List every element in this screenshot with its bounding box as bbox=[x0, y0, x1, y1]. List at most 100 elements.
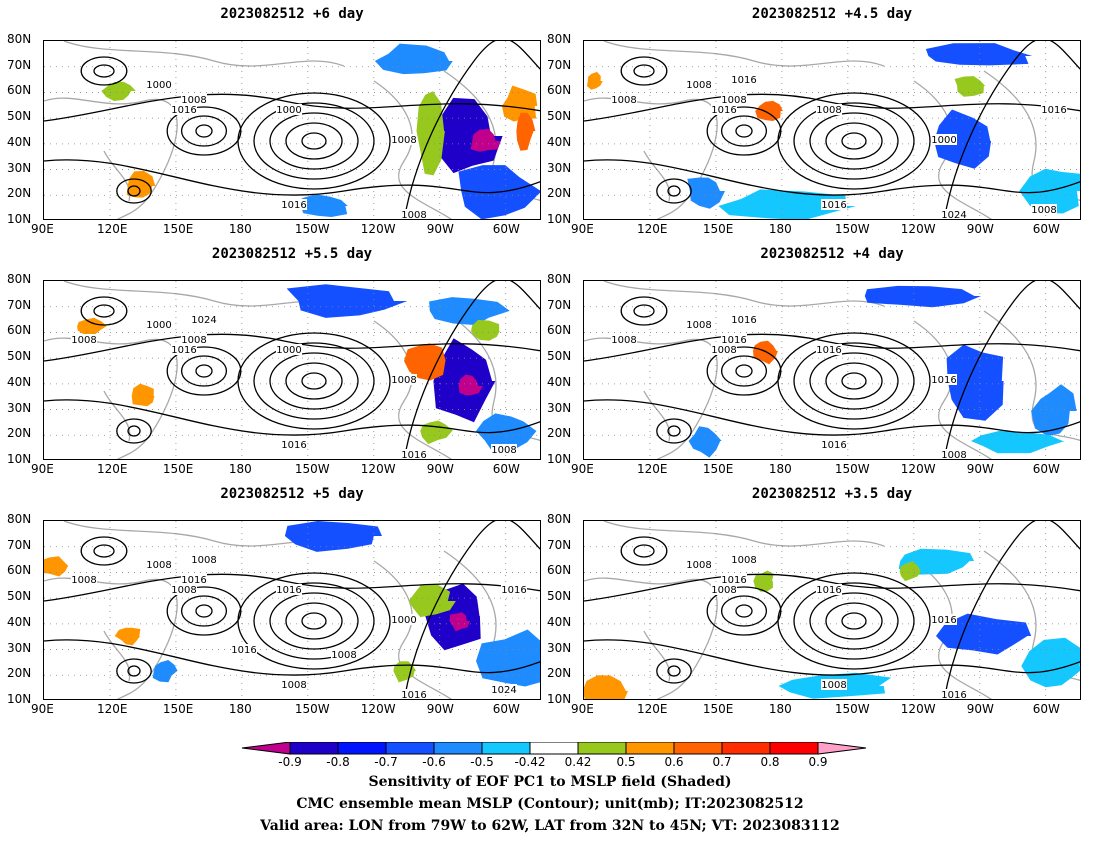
contour-label: 1008 bbox=[181, 335, 206, 346]
lat-tick-label: 40N bbox=[547, 374, 572, 389]
contour-label: 1008 bbox=[611, 335, 636, 346]
lat-tick-label: 60N bbox=[7, 83, 32, 98]
panel-title: 2023082512 +6 day bbox=[220, 6, 364, 22]
contour-label: 1008 bbox=[816, 105, 841, 116]
contour-label: 1008 bbox=[611, 95, 636, 106]
contour-label: 1008 bbox=[941, 450, 966, 460]
contour-label: 1016 bbox=[281, 440, 306, 451]
contour-label: 1008 bbox=[191, 555, 216, 566]
lon-tick-label: 150E bbox=[702, 702, 734, 716]
map-frame: 1000 1008 1016 1000 1008 1016 1008 bbox=[43, 40, 541, 220]
colorbar-tick-label: 0.8 bbox=[760, 755, 780, 769]
map-frame: 1008 1016 1008 1016 1000 1008 1016 1008 1008 1024… bbox=[43, 520, 541, 700]
lon-tick-label: 90E bbox=[31, 462, 54, 476]
colorbar-tick-label: -0.42 bbox=[514, 755, 546, 769]
lon-tick-label: 150E bbox=[162, 222, 194, 236]
contour-label: 1024 bbox=[941, 210, 966, 220]
contour-label: 1016 bbox=[711, 105, 736, 116]
contour-label: 1016 bbox=[501, 585, 526, 596]
colorbar-segment bbox=[721, 742, 771, 755]
contour-label: 1024 bbox=[191, 315, 216, 326]
lat-tick-label: 60N bbox=[547, 323, 572, 338]
contour-label: 1016 bbox=[181, 575, 206, 586]
colorbar-segment bbox=[433, 742, 483, 755]
colorbar bbox=[241, 742, 867, 755]
lat-tick-label: 70N bbox=[547, 57, 572, 72]
contour-label: 1008 bbox=[171, 585, 196, 596]
lon-tick-label: 120W bbox=[360, 462, 396, 476]
lon-tick-label: 120E bbox=[96, 702, 128, 716]
lat-tick-label: 30N bbox=[547, 400, 572, 415]
colorbar-segment bbox=[625, 742, 675, 755]
colorbar-tick-label: 0.9 bbox=[808, 755, 828, 769]
lat-tick-label: 30N bbox=[7, 640, 32, 655]
colorbar-segment bbox=[481, 742, 531, 755]
colorbar-segment bbox=[577, 742, 627, 755]
contour-label: 1008 bbox=[731, 555, 756, 566]
lon-tick-label: 60W bbox=[492, 222, 520, 236]
lat-tick-label: 80N bbox=[547, 32, 572, 46]
lat-tick-label: 40N bbox=[547, 134, 572, 149]
lat-tick-label: 20N bbox=[547, 666, 572, 681]
lon-tick-label: 150W bbox=[294, 462, 330, 476]
lon-tick-label: 90E bbox=[31, 702, 54, 716]
lat-tick-label: 30N bbox=[7, 400, 32, 415]
lon-tick-label: 120W bbox=[360, 702, 396, 716]
lat-tick-label: 50N bbox=[547, 349, 572, 364]
lat-tick-label: 60N bbox=[7, 323, 32, 338]
contour-label: 1008 bbox=[331, 650, 356, 661]
contour-label: 1000 bbox=[146, 80, 171, 91]
lat-tick-label: 30N bbox=[547, 160, 572, 175]
lat-tick-label: 10N bbox=[547, 452, 572, 466]
lon-tick-label: 180 bbox=[228, 222, 252, 236]
lat-tick-label: 40N bbox=[547, 614, 572, 629]
lon-tick-label: 180 bbox=[768, 702, 792, 716]
contour-label: 1016 bbox=[401, 690, 426, 700]
lat-tick-label: 70N bbox=[7, 537, 32, 552]
lon-tick-label: 60W bbox=[1032, 462, 1060, 476]
lon-tick-label: 90E bbox=[571, 702, 594, 716]
panel-title: 2023082512 +5 day bbox=[220, 486, 364, 502]
lon-tick-label: 90W bbox=[426, 222, 454, 236]
colorbar-segment bbox=[289, 742, 339, 755]
lon-tick-label: 120E bbox=[636, 222, 668, 236]
lon-tick-label: 90W bbox=[426, 462, 454, 476]
colorbar-segment bbox=[241, 742, 291, 755]
colorbar-tick-label: -0.6 bbox=[422, 755, 446, 769]
lon-tick-label: 180 bbox=[768, 462, 792, 476]
colorbar-tick-label: -0.5 bbox=[470, 755, 494, 769]
lon-tick-label: 150W bbox=[834, 222, 870, 236]
lat-tick-label: 10N bbox=[7, 212, 32, 226]
lon-tick-label: 150W bbox=[834, 462, 870, 476]
lon-tick-label: 150W bbox=[294, 702, 330, 716]
lon-tick-label: 120E bbox=[636, 462, 668, 476]
lon-tick-label: 90W bbox=[426, 702, 454, 716]
contour-label: 1000 bbox=[276, 345, 301, 356]
contour-label: 1016 bbox=[721, 575, 746, 586]
lat-tick-label: 70N bbox=[7, 297, 32, 312]
lat-tick-label: 40N bbox=[7, 134, 32, 149]
lat-tick-label: 60N bbox=[547, 563, 572, 578]
panel-title: 2023082512 +4 day bbox=[760, 246, 904, 262]
lat-tick-label: 50N bbox=[547, 589, 572, 604]
lon-tick-label: 150E bbox=[162, 462, 194, 476]
footer-caption: CMC ensemble mean MSLP (Contour); unit(m… bbox=[296, 796, 804, 812]
footer-caption: Valid area: LON from 79W to 62W, LAT fro… bbox=[260, 818, 840, 834]
contour-label: 1008 bbox=[401, 210, 426, 220]
lon-tick-label: 120W bbox=[900, 462, 936, 476]
contour-label: 1016 bbox=[281, 200, 306, 211]
contour-label: 1000 bbox=[276, 105, 301, 116]
lat-tick-label: 20N bbox=[547, 186, 572, 201]
contour-label: 1016 bbox=[821, 200, 846, 211]
contour-label: 1008 bbox=[686, 320, 711, 331]
lon-tick-label: 90W bbox=[966, 222, 994, 236]
lon-tick-label: 120W bbox=[900, 222, 936, 236]
contour-label: 1016 bbox=[816, 585, 841, 596]
map-frame: 1008 1016 1008 1016 1016 1016 1008 1016 1008 bbox=[583, 280, 1081, 460]
lat-tick-label: 50N bbox=[7, 349, 32, 364]
contour-label: 1016 bbox=[931, 615, 956, 626]
contour-label: 1008 bbox=[281, 680, 306, 691]
lat-tick-label: 40N bbox=[7, 374, 32, 389]
lon-tick-label: 60W bbox=[1032, 702, 1060, 716]
